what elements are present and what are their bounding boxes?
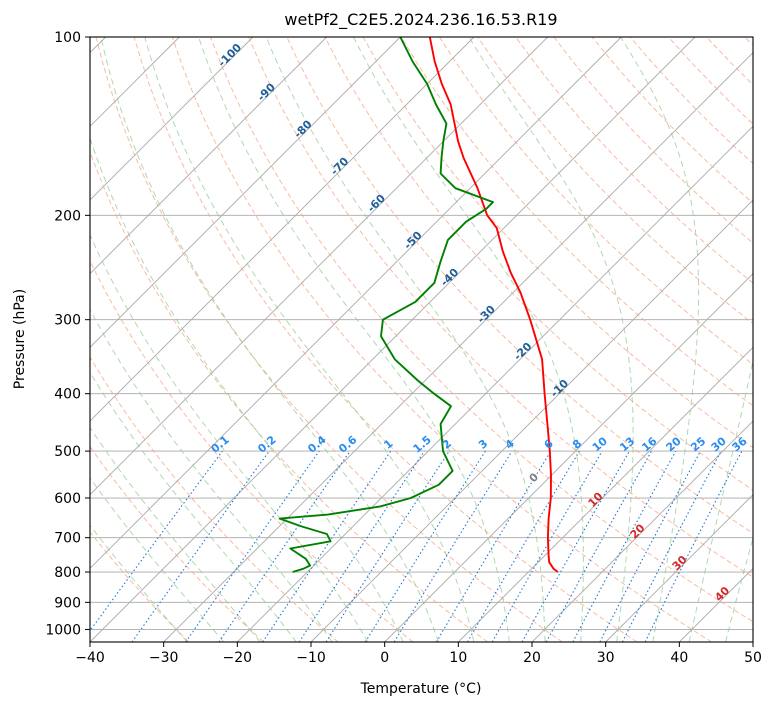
x-tick-label: 10 (449, 650, 467, 666)
y-tick-label: 300 (54, 313, 81, 329)
y-tick-label: 800 (54, 565, 81, 581)
y-tick-label: 200 (54, 208, 81, 224)
y-tick-label: 900 (54, 595, 81, 611)
x-axis-label: Temperature (°C) (360, 681, 482, 697)
chart-title: wetPf2_C2E5.2024.236.16.53.R19 (284, 10, 557, 30)
x-tick-label: 30 (597, 650, 615, 666)
y-tick-label: 400 (54, 387, 81, 403)
x-tick-label: −40 (75, 650, 105, 666)
x-tick-label: −10 (296, 650, 326, 666)
x-tick-label: −20 (223, 650, 253, 666)
y-tick-label: 700 (54, 531, 81, 547)
x-tick-label: 50 (744, 650, 762, 666)
y-axis-label: Pressure (hPa) (12, 289, 28, 389)
x-tick-label: 20 (523, 650, 541, 666)
x-tick-label: −30 (149, 650, 179, 666)
x-tick-label: 40 (670, 650, 688, 666)
y-tick-label: 1000 (45, 622, 81, 638)
x-tick-label: 0 (380, 650, 389, 666)
y-tick-label: 500 (54, 444, 81, 460)
y-tick-label: 600 (54, 491, 81, 507)
y-tick-label: 100 (54, 30, 81, 46)
